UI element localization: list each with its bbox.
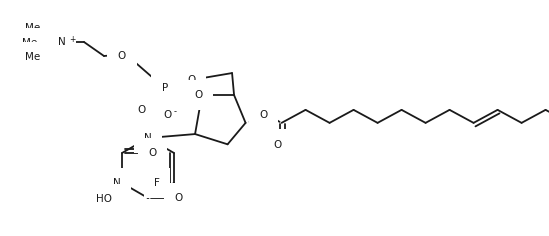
Text: +: + xyxy=(69,35,75,44)
Text: N: N xyxy=(58,37,66,47)
Text: -: - xyxy=(174,108,177,117)
Text: F: F xyxy=(154,178,160,188)
Text: Me: Me xyxy=(22,38,37,48)
Text: Me: Me xyxy=(25,23,40,33)
Text: Me: Me xyxy=(25,52,40,62)
Text: O: O xyxy=(273,140,282,150)
Text: O: O xyxy=(118,51,126,61)
Text: O: O xyxy=(260,110,268,120)
Text: N: N xyxy=(113,178,121,188)
Text: N: N xyxy=(144,133,152,143)
Text: O: O xyxy=(163,110,171,120)
Text: O: O xyxy=(148,148,156,158)
Text: O: O xyxy=(195,90,203,100)
Text: O: O xyxy=(174,193,182,203)
Text: O: O xyxy=(137,105,145,115)
Text: O: O xyxy=(187,75,195,85)
Text: P: P xyxy=(162,83,168,93)
Text: HO: HO xyxy=(96,194,112,204)
